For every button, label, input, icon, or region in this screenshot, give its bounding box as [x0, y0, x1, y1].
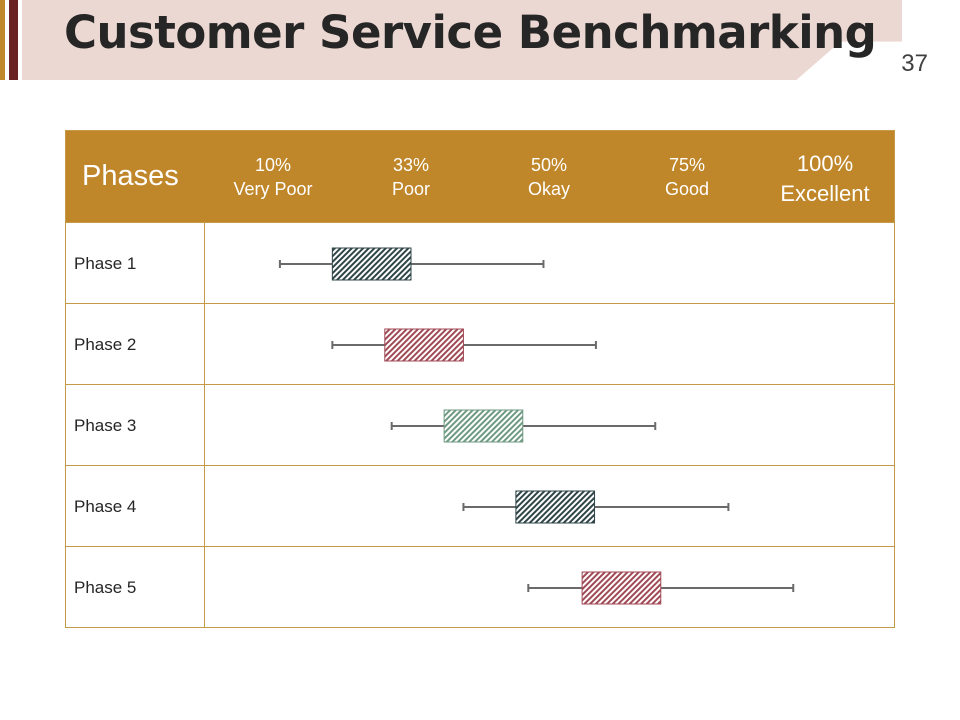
interquartile-box	[443, 409, 524, 443]
header-col-poor: 33% Poor	[341, 153, 481, 201]
row-label: Phase 3	[74, 416, 137, 435]
table-row: Phase 3	[66, 384, 894, 465]
row-label: Phase 2	[74, 335, 137, 354]
benchmark-boxplot	[278, 247, 795, 605]
header-phases: Phases	[82, 160, 179, 192]
table-row: Phase 1	[66, 222, 894, 303]
header-col-good: 75% Good	[617, 153, 757, 201]
interquartile-box	[384, 328, 464, 362]
table-row: Phase 4	[66, 465, 894, 546]
row-label: Phase 5	[74, 578, 137, 597]
row-label: Phase 4	[74, 497, 137, 516]
row-label: Phase 1	[74, 254, 137, 273]
accent-bar	[0, 0, 5, 80]
box-phase-3	[390, 409, 657, 443]
box-phase-1	[278, 247, 545, 281]
column-divider	[204, 222, 205, 628]
slide-title: Customer Service Benchmarking	[64, 6, 877, 59]
header-percent: 75%	[668, 155, 706, 175]
header-label: Okay	[527, 179, 570, 199]
header-percent: 10%	[254, 155, 292, 175]
interquartile-box	[515, 490, 596, 524]
header-col-excellent: 100% Excellent	[755, 149, 895, 209]
header-label: Good	[664, 179, 710, 199]
header-percent: 50%	[530, 155, 568, 175]
header-percent: 33%	[392, 155, 430, 175]
box-phase-4	[462, 490, 730, 524]
header-col-very-poor: 10% Very Poor	[203, 153, 343, 201]
header-col-okay: 50% Okay	[479, 153, 619, 201]
header-percent: 100%	[796, 151, 854, 176]
benchmark-table: Phases 10% Very Poor 33% Poor 50% Okay 7…	[65, 130, 895, 628]
box-phase-5	[527, 571, 795, 605]
header-label: Poor	[391, 179, 431, 199]
table-row: Phase 5	[66, 546, 894, 627]
table-header: Phases 10% Very Poor 33% Poor 50% Okay 7…	[66, 131, 894, 222]
box-phase-2	[331, 328, 597, 362]
title-band	[22, 0, 902, 80]
interquartile-box	[331, 247, 412, 281]
page-number: 37	[901, 50, 928, 77]
header-label: Very Poor	[233, 179, 313, 199]
accent-bar-dark	[9, 0, 18, 80]
interquartile-box	[581, 571, 662, 605]
header-label: Excellent	[780, 181, 870, 206]
table-row: Phase 2	[66, 303, 894, 384]
